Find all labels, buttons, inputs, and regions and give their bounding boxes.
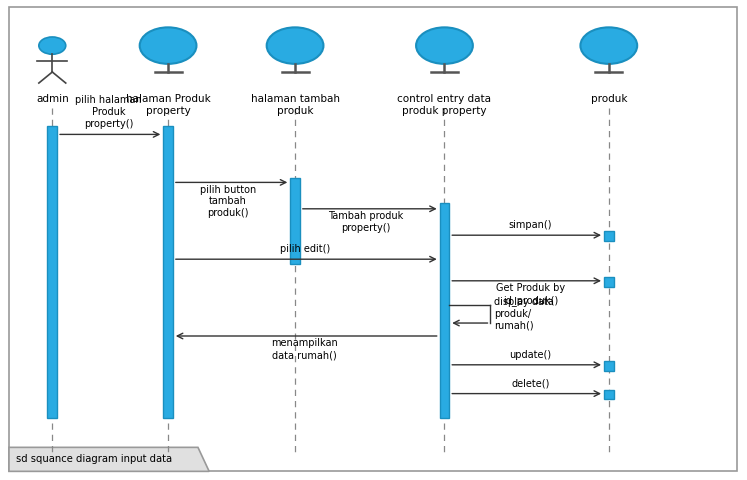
Circle shape (39, 37, 66, 54)
Text: sd squance diagram input data: sd squance diagram input data (16, 455, 173, 464)
Bar (439, 203, 450, 418)
Circle shape (416, 27, 473, 64)
Text: control entry data
produk property: control entry data produk property (397, 94, 492, 116)
Text: pilih button
tambah
produk(): pilih button tambah produk() (199, 185, 256, 218)
Circle shape (580, 27, 637, 64)
Bar (290, 178, 300, 264)
Circle shape (267, 27, 323, 64)
Bar (604, 390, 613, 399)
Text: pilih halaman
Produk
property(): pilih halaman Produk property() (75, 96, 142, 129)
Bar (604, 277, 613, 287)
Bar (604, 231, 613, 241)
Text: display data
produk/
rumah(): display data produk/ rumah() (495, 297, 554, 331)
Circle shape (140, 27, 196, 64)
Text: halaman Produk
property: halaman Produk property (125, 94, 211, 116)
Bar (604, 361, 613, 371)
Text: Get Produk by
id_produk(): Get Produk by id_produk() (496, 283, 565, 306)
Text: admin: admin (36, 94, 69, 104)
Bar (163, 126, 173, 418)
Text: produk: produk (591, 94, 627, 104)
Text: pilih edit(): pilih edit() (279, 244, 330, 254)
Text: halaman tambah
produk: halaman tambah produk (250, 94, 340, 116)
Text: update(): update() (509, 350, 551, 360)
Polygon shape (9, 447, 209, 471)
Text: menampilkan
data rumah(): menampilkan data rumah() (271, 338, 338, 360)
Text: delete(): delete() (511, 379, 550, 389)
Text: Tambah produk
property(): Tambah produk property() (329, 211, 403, 233)
Text: simpan(): simpan() (509, 220, 552, 230)
Bar (48, 126, 57, 418)
